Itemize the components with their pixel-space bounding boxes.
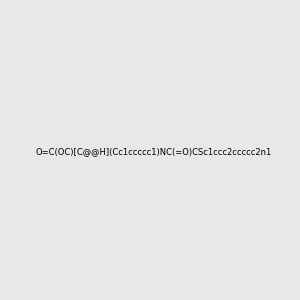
Text: O=C(OC)[C@@H](Cc1ccccc1)NC(=O)CSc1ccc2ccccc2n1: O=C(OC)[C@@H](Cc1ccccc1)NC(=O)CSc1ccc2cc… <box>36 147 272 156</box>
